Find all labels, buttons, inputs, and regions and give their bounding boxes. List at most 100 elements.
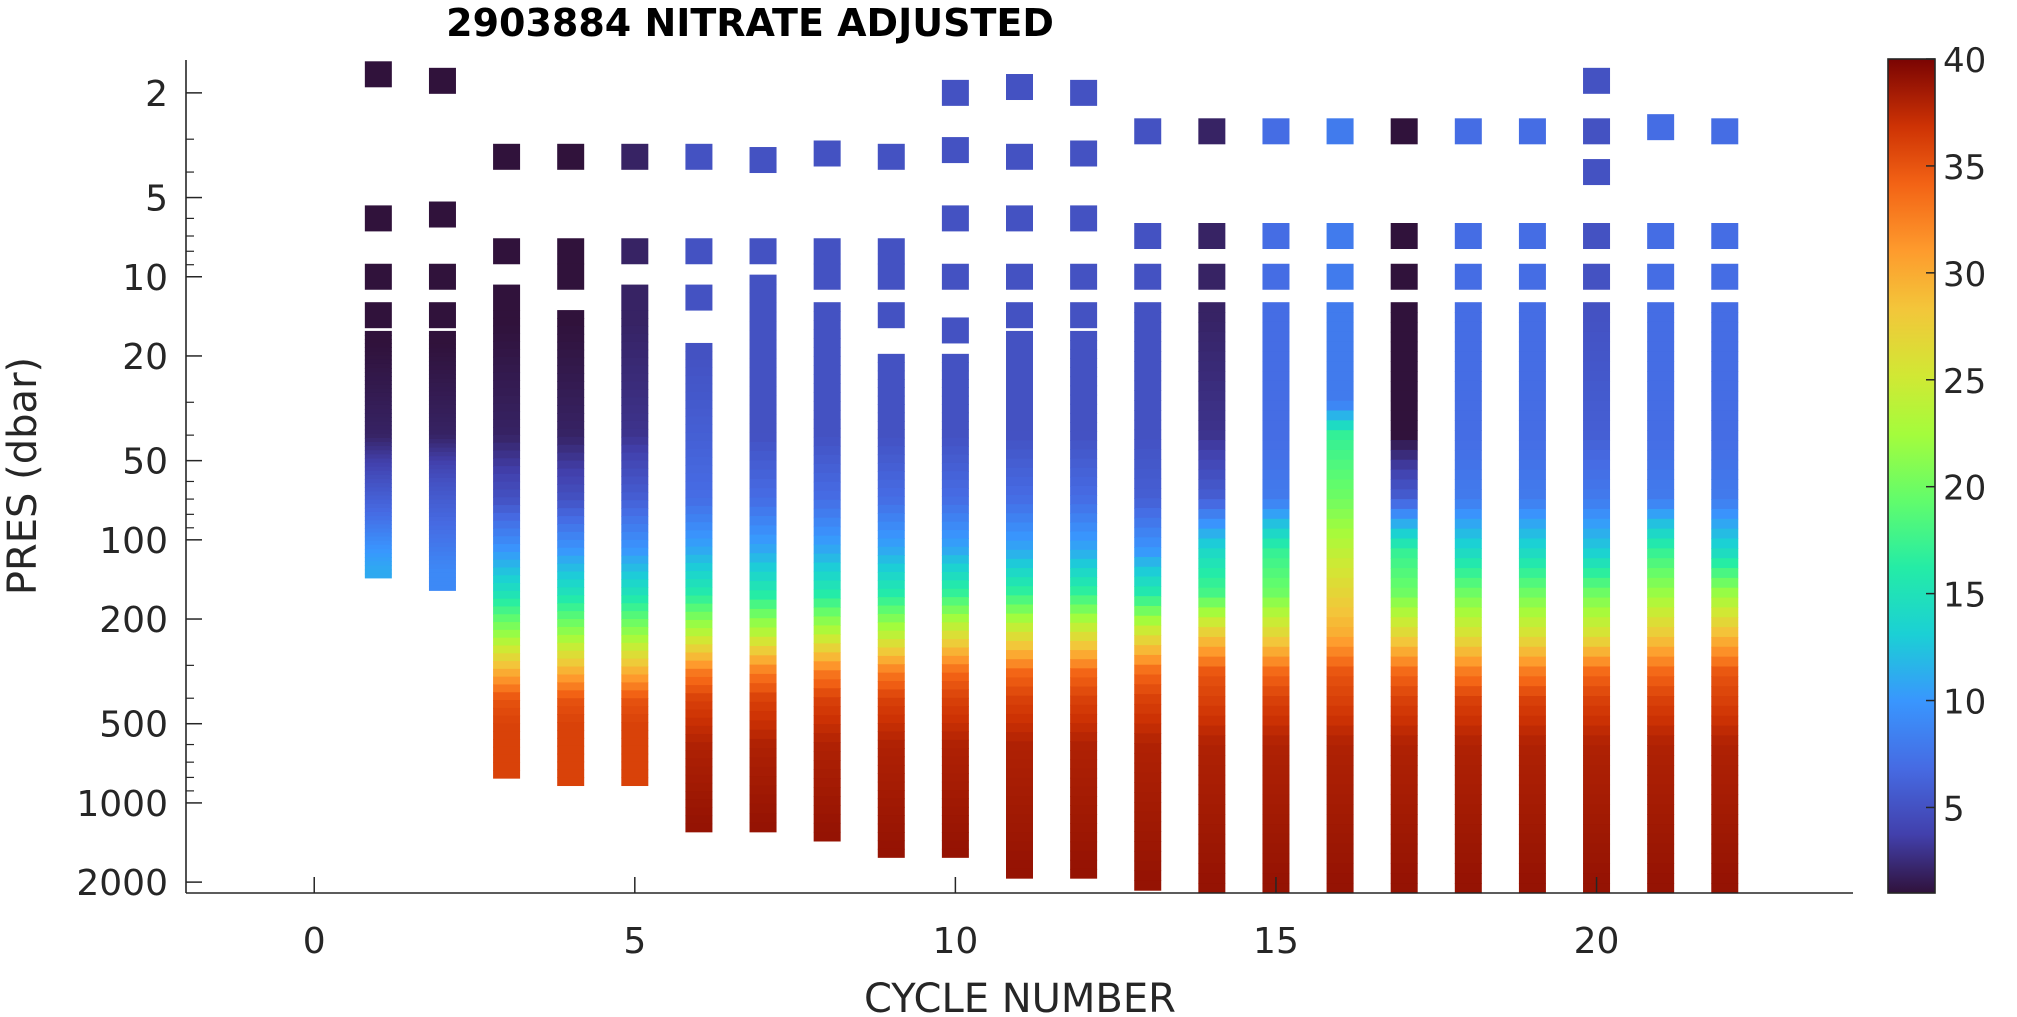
data-point — [1711, 331, 1739, 343]
data-point — [1711, 518, 1739, 530]
data-point — [1711, 656, 1739, 668]
data-point — [1134, 321, 1162, 333]
data-point — [1198, 568, 1226, 579]
data-point — [813, 409, 841, 420]
data-point — [1134, 409, 1162, 421]
data-point — [1326, 449, 1354, 461]
data-point — [813, 670, 841, 680]
data-point — [1518, 538, 1546, 549]
data-point — [1198, 784, 1226, 796]
data-point — [1390, 568, 1418, 579]
data-point — [493, 419, 521, 428]
data-point — [1198, 518, 1226, 530]
data-point — [1198, 321, 1226, 333]
data-point — [1647, 597, 1675, 609]
data-point — [1134, 664, 1162, 676]
data-point — [493, 520, 521, 530]
data-point — [1070, 841, 1098, 852]
data-point — [1390, 538, 1418, 549]
data-point — [1390, 627, 1418, 638]
data-point — [1262, 459, 1290, 471]
y-tick-label: 200 — [99, 600, 168, 641]
data-point — [621, 325, 649, 335]
data-point — [941, 420, 969, 430]
data-point — [941, 404, 969, 414]
data-point — [557, 634, 585, 644]
data-point — [1647, 548, 1675, 559]
data-point — [749, 432, 777, 443]
data-point — [941, 429, 969, 439]
data-point — [1198, 853, 1226, 864]
data-point — [1006, 613, 1033, 624]
data-point — [877, 471, 905, 481]
colorbar-gradient — [1887, 58, 1936, 894]
data-point — [1583, 696, 1611, 707]
data-point — [813, 356, 841, 366]
data-point — [1134, 713, 1162, 725]
data-point — [364, 462, 392, 468]
data-point — [1070, 330, 1098, 341]
data-point — [1711, 263, 1739, 290]
profile-cycle-15 — [1262, 118, 1290, 894]
data-point — [1647, 705, 1675, 717]
data-point — [1454, 321, 1482, 333]
data-point — [1070, 713, 1098, 724]
data-point — [1647, 371, 1675, 382]
data-point — [364, 396, 392, 402]
data-point — [364, 487, 392, 492]
data-point — [621, 745, 649, 755]
data-point — [1198, 873, 1226, 884]
data-point — [1134, 782, 1162, 793]
data-point — [1647, 568, 1675, 579]
data-point — [364, 404, 392, 410]
data-point — [877, 748, 905, 758]
data-point — [1198, 449, 1226, 461]
data-point — [1134, 723, 1162, 734]
data-point — [1070, 531, 1098, 542]
data-point — [621, 373, 649, 382]
data-point — [1006, 263, 1033, 290]
data-point — [1198, 371, 1226, 382]
profile-cycle-6 — [685, 143, 713, 833]
data-point — [1134, 311, 1162, 323]
data-point — [1518, 528, 1546, 540]
data-point — [364, 499, 392, 505]
data-point — [1711, 587, 1739, 599]
data-point — [1518, 499, 1546, 510]
data-point — [877, 756, 905, 766]
data-point — [749, 460, 777, 471]
x-tick-label: 0 — [303, 921, 326, 962]
data-point — [1070, 695, 1098, 706]
data-point — [1134, 596, 1162, 607]
data-point — [621, 238, 649, 265]
data-point — [1518, 794, 1546, 805]
data-point — [1454, 617, 1482, 628]
data-point — [364, 263, 392, 290]
data-point — [1262, 371, 1290, 382]
data-point — [364, 549, 392, 554]
data-point — [749, 367, 777, 378]
data-point — [428, 529, 456, 535]
data-point — [1454, 784, 1482, 796]
data-point — [557, 325, 585, 335]
data-point — [364, 536, 392, 542]
data-point — [1454, 568, 1482, 579]
data-point — [685, 628, 713, 637]
data-point — [428, 352, 456, 358]
data-point — [1006, 412, 1033, 423]
data-point — [1070, 586, 1098, 596]
data-point — [493, 762, 521, 771]
data-point — [1518, 302, 1546, 313]
data-point — [557, 571, 585, 581]
data-point — [1198, 804, 1226, 815]
data-point — [1070, 814, 1098, 824]
data-point — [557, 333, 585, 343]
data-point — [1454, 341, 1482, 353]
data-point — [1518, 843, 1546, 855]
data-point — [1198, 410, 1226, 421]
data-point — [1711, 302, 1739, 313]
data-point — [1711, 489, 1739, 500]
data-point — [1518, 489, 1546, 500]
data-point — [1711, 607, 1739, 618]
data-point — [1134, 118, 1162, 145]
